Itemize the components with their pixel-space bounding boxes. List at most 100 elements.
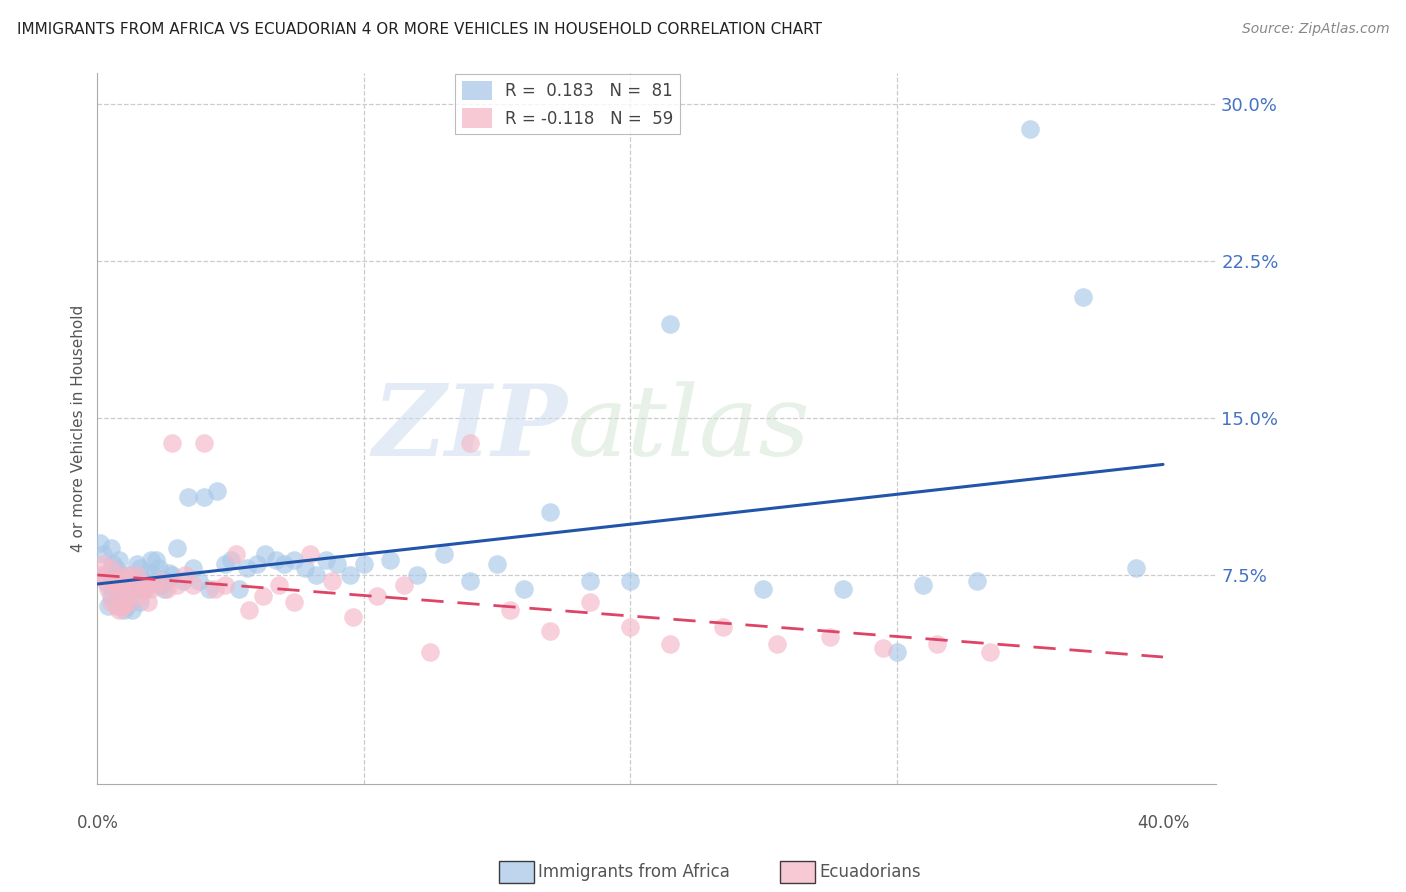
Point: [129, 561, 152, 575]
Point: [305, 567, 328, 582]
Text: atlas: atlas: [567, 381, 810, 476]
Point: [294, 561, 316, 575]
Point: [103, 574, 125, 588]
Point: [129, 595, 152, 609]
Point: [538, 624, 561, 639]
Point: [181, 561, 204, 575]
Point: [267, 578, 290, 592]
Point: [91, 558, 114, 572]
Point: [115, 582, 138, 597]
Point: [103, 558, 125, 572]
Point: [89, 567, 111, 582]
Point: [150, 578, 173, 592]
Point: [124, 574, 146, 588]
Point: [107, 589, 129, 603]
Point: [112, 603, 135, 617]
Point: [118, 567, 141, 582]
Point: [512, 582, 534, 597]
Point: [129, 589, 152, 603]
Point: [139, 553, 162, 567]
Point: [752, 582, 775, 597]
Point: [219, 553, 242, 567]
Point: [460, 436, 482, 450]
Point: [145, 578, 167, 592]
Point: [112, 574, 135, 588]
Point: [105, 599, 128, 614]
Point: [160, 436, 183, 450]
Point: [105, 595, 128, 609]
Point: [315, 553, 337, 567]
Point: [94, 567, 117, 582]
Point: [115, 589, 138, 603]
Point: [283, 553, 305, 567]
Point: [97, 599, 120, 614]
Point: [100, 541, 122, 555]
Point: [419, 645, 441, 659]
Point: [193, 491, 215, 505]
Point: [166, 578, 188, 592]
Point: [136, 595, 159, 609]
Point: [872, 640, 894, 655]
Point: [204, 582, 226, 597]
Text: 40.0%: 40.0%: [1137, 814, 1189, 832]
Point: [112, 578, 135, 592]
Point: [118, 595, 141, 609]
Point: [579, 595, 602, 609]
Point: [1125, 561, 1147, 575]
Point: [499, 603, 522, 617]
Point: [127, 567, 149, 582]
Text: Ecuadorians: Ecuadorians: [820, 863, 921, 881]
Point: [174, 567, 197, 582]
Point: [172, 574, 194, 588]
Point: [139, 582, 162, 597]
Text: IMMIGRANTS FROM AFRICA VS ECUADORIAN 4 OR MORE VEHICLES IN HOUSEHOLD CORRELATION: IMMIGRANTS FROM AFRICA VS ECUADORIAN 4 O…: [17, 22, 823, 37]
Point: [107, 567, 129, 582]
Point: [177, 491, 200, 505]
Text: Immigrants from Africa: Immigrants from Africa: [538, 863, 730, 881]
Point: [228, 582, 250, 597]
Point: [966, 574, 988, 588]
Point: [105, 578, 128, 592]
Point: [131, 574, 153, 588]
Point: [94, 574, 117, 588]
Point: [107, 553, 129, 567]
Point: [89, 536, 111, 550]
Point: [765, 637, 787, 651]
Point: [392, 578, 415, 592]
Point: [254, 547, 277, 561]
Point: [127, 582, 149, 597]
Point: [118, 567, 141, 582]
Point: [207, 484, 229, 499]
Point: [150, 574, 173, 588]
Point: [91, 547, 114, 561]
Point: [299, 547, 322, 561]
Point: [187, 574, 209, 588]
Point: [107, 603, 129, 617]
Point: [485, 558, 508, 572]
Point: [100, 589, 122, 603]
Point: [103, 574, 125, 588]
Point: [97, 582, 120, 597]
Point: [619, 620, 641, 634]
Point: [153, 582, 176, 597]
Point: [713, 620, 735, 634]
Point: [193, 436, 215, 450]
Point: [166, 541, 188, 555]
Point: [235, 561, 257, 575]
Point: [886, 645, 908, 659]
Point: [127, 558, 149, 572]
Point: [252, 589, 274, 603]
Text: Source: ZipAtlas.com: Source: ZipAtlas.com: [1241, 22, 1389, 37]
Point: [912, 578, 935, 592]
Y-axis label: 4 or more Vehicles in Household: 4 or more Vehicles in Household: [72, 305, 86, 552]
Point: [156, 582, 179, 597]
Point: [225, 547, 247, 561]
Point: [156, 574, 179, 588]
Point: [198, 582, 221, 597]
Point: [160, 567, 183, 582]
Point: [121, 582, 143, 597]
Point: [118, 595, 141, 609]
Point: [142, 567, 165, 582]
Point: [115, 599, 138, 614]
Point: [273, 558, 295, 572]
